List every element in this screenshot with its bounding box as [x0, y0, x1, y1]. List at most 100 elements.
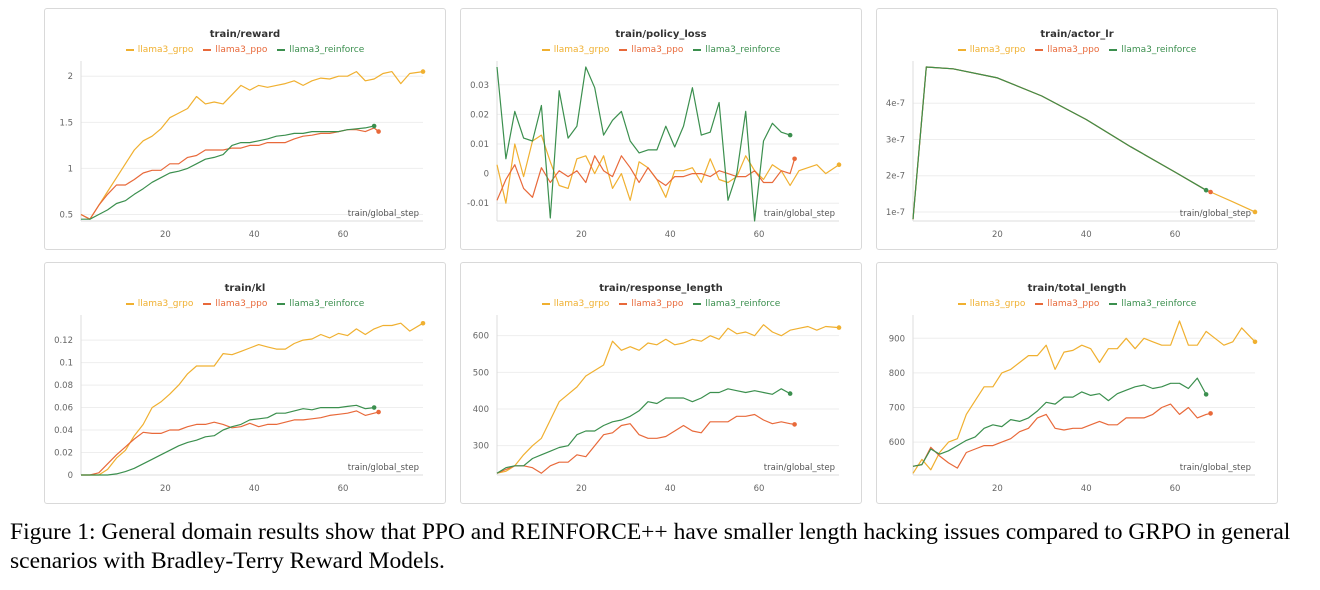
chart-panel: train/kl llama3_grpo llama3_ppo llama3_rein…	[44, 262, 446, 504]
chart-title: train/kl	[224, 283, 266, 294]
y-tick-label: 1	[68, 164, 73, 174]
series-end-marker	[371, 405, 377, 410]
x-tick-label: 40	[249, 230, 260, 240]
series-line-llama3_grpo	[80, 71, 424, 220]
y-tick-label: 900	[889, 334, 905, 344]
y-tick-label: 0.02	[54, 449, 73, 459]
legend-item[interactable]: llama3_grpo	[541, 299, 610, 309]
series-end-marker	[792, 156, 797, 162]
series-line-llama3_reinforce	[912, 66, 1207, 220]
x-axis-label: train/global_step	[764, 209, 835, 219]
series-end-marker	[1252, 209, 1258, 215]
legend-swatch	[957, 302, 966, 305]
x-tick-label: 60	[1170, 484, 1181, 494]
y-tick-label: 700	[889, 404, 905, 414]
series-end-marker	[420, 320, 426, 326]
legend-item[interactable]: llama3_reinforce	[693, 45, 780, 55]
chart-legend: llama3_grpo llama3_ppo llama3_reinforce	[877, 45, 1277, 55]
legend-swatch	[125, 48, 134, 51]
legend-item[interactable]: llama3_reinforce	[1109, 299, 1196, 309]
legend-item[interactable]: llama3_ppo	[203, 299, 267, 309]
legend-item[interactable]: llama3_grpo	[541, 45, 609, 55]
legend-item[interactable]: llama3_grpo	[125, 299, 194, 309]
legend-item[interactable]: llama3_grpo	[957, 299, 1026, 309]
x-tick-label: 40	[1081, 484, 1092, 494]
legend-label: llama3_grpo	[553, 299, 610, 309]
legend-label: llama3_grpo	[969, 45, 1026, 55]
x-tick-label: 40	[665, 484, 676, 494]
x-tick-label: 20	[160, 484, 171, 494]
chart-panel: train/actor_lr llama3_grpo llama3_ppo llama…	[876, 8, 1278, 250]
legend-item[interactable]: llama3_reinforce	[277, 299, 364, 309]
legend-label: llama3_ppo	[215, 299, 268, 309]
series-end-marker	[836, 162, 842, 168]
chart-plot: 300 400 500 600 20 40 60 train/global_step	[473, 315, 842, 494]
y-tick-label: 0.02	[470, 110, 489, 120]
chart-title: train/reward	[209, 29, 281, 40]
y-tick-label: 400	[473, 405, 489, 415]
x-axis-label: train/global_step	[1180, 209, 1251, 219]
chart-plot: 1e-7 2e-7 3e-7 4e-7 20 40 60 train/global_step	[886, 61, 1258, 240]
legend-item[interactable]: llama3_reinforce	[693, 299, 780, 309]
legend-swatch	[203, 48, 212, 51]
legend-item[interactable]: llama3_ppo	[619, 45, 683, 55]
series-line-llama3_reinforce	[496, 388, 791, 474]
y-tick-label: -0.01	[467, 199, 489, 209]
series-end-marker	[420, 69, 426, 74]
legend-swatch	[1109, 302, 1118, 305]
x-tick-label: 20	[576, 230, 587, 240]
y-tick-label: 800	[889, 369, 905, 379]
chart-legend: llama3_grpo llama3_ppo llama3_reinforce	[877, 299, 1277, 309]
y-tick-label: 3e-7	[886, 135, 905, 145]
y-tick-label: 0.04	[54, 426, 73, 436]
legend-label: llama3_ppo	[1047, 45, 1100, 55]
y-tick-label: 2	[68, 72, 73, 82]
y-tick-label: 0.03	[470, 81, 489, 91]
legend-swatch	[125, 302, 134, 305]
series-end-marker	[787, 132, 793, 138]
chart-plot: 0.5 1 1.5 2 20 40 60 train/global_step	[59, 61, 426, 240]
y-tick-label: 0.12	[54, 336, 73, 346]
legend-label: llama3_grpo	[969, 299, 1026, 309]
series-end-marker	[371, 123, 377, 129]
chart-title: train/actor_lr	[1040, 29, 1114, 40]
x-tick-label: 40	[1081, 230, 1092, 240]
series-end-marker	[836, 325, 842, 330]
chart-plot: 600 700 800 900 20 40 60 train/global_step	[889, 315, 1258, 494]
x-tick-label: 60	[338, 484, 349, 494]
legend-swatch	[277, 48, 286, 51]
legend-label: llama3_reinforce	[705, 299, 781, 309]
chart-plot: -0.01 0 0.01 0.02 0.03 20 40 60 train/global_ste…	[467, 61, 842, 240]
x-axis-label: train/global_step	[1180, 463, 1251, 473]
legend-item[interactable]: llama3_ppo	[203, 45, 267, 55]
legend-swatch	[203, 302, 212, 305]
chart-plot: 0 0.02 0.04 0.06 0.08 0.1 0.12 20 40 60 train/glob…	[54, 315, 426, 494]
y-tick-label: 600	[889, 438, 905, 448]
legend-swatch	[619, 302, 628, 305]
legend-item[interactable]: llama3_grpo	[125, 45, 193, 55]
legend-label: llama3_grpo	[137, 299, 194, 309]
chart-title: train/policy_loss	[615, 29, 707, 40]
legend-swatch	[693, 48, 702, 51]
series-line-llama3_reinforce	[912, 377, 1207, 467]
chart-legend: llama3_grpo llama3_ppo llama3_reinforce	[461, 45, 861, 55]
series-line-llama3_ppo	[80, 127, 379, 220]
x-axis-label: train/global_step	[348, 463, 419, 473]
y-tick-label: 0.06	[54, 404, 73, 414]
legend-swatch	[541, 48, 550, 51]
y-tick-label: 600	[473, 332, 489, 342]
legend-item[interactable]: llama3_reinforce	[1109, 45, 1196, 55]
series-line-llama3_reinforce	[496, 66, 791, 222]
series-end-marker	[787, 391, 793, 396]
series-end-marker	[1203, 392, 1209, 397]
legend-item[interactable]: llama3_ppo	[619, 299, 683, 309]
series-line-llama3_ppo	[912, 403, 1211, 469]
legend-item[interactable]: llama3_ppo	[1035, 299, 1099, 309]
series-end-marker	[376, 409, 381, 415]
x-tick-label: 20	[992, 484, 1003, 494]
y-tick-label: 1e-7	[886, 208, 905, 218]
legend-item[interactable]: llama3_ppo	[1035, 45, 1099, 55]
legend-item[interactable]: llama3_reinforce	[277, 45, 364, 55]
legend-item[interactable]: llama3_grpo	[957, 45, 1026, 55]
chart-legend: llama3_grpo llama3_ppo llama3_reinforce	[461, 299, 861, 309]
